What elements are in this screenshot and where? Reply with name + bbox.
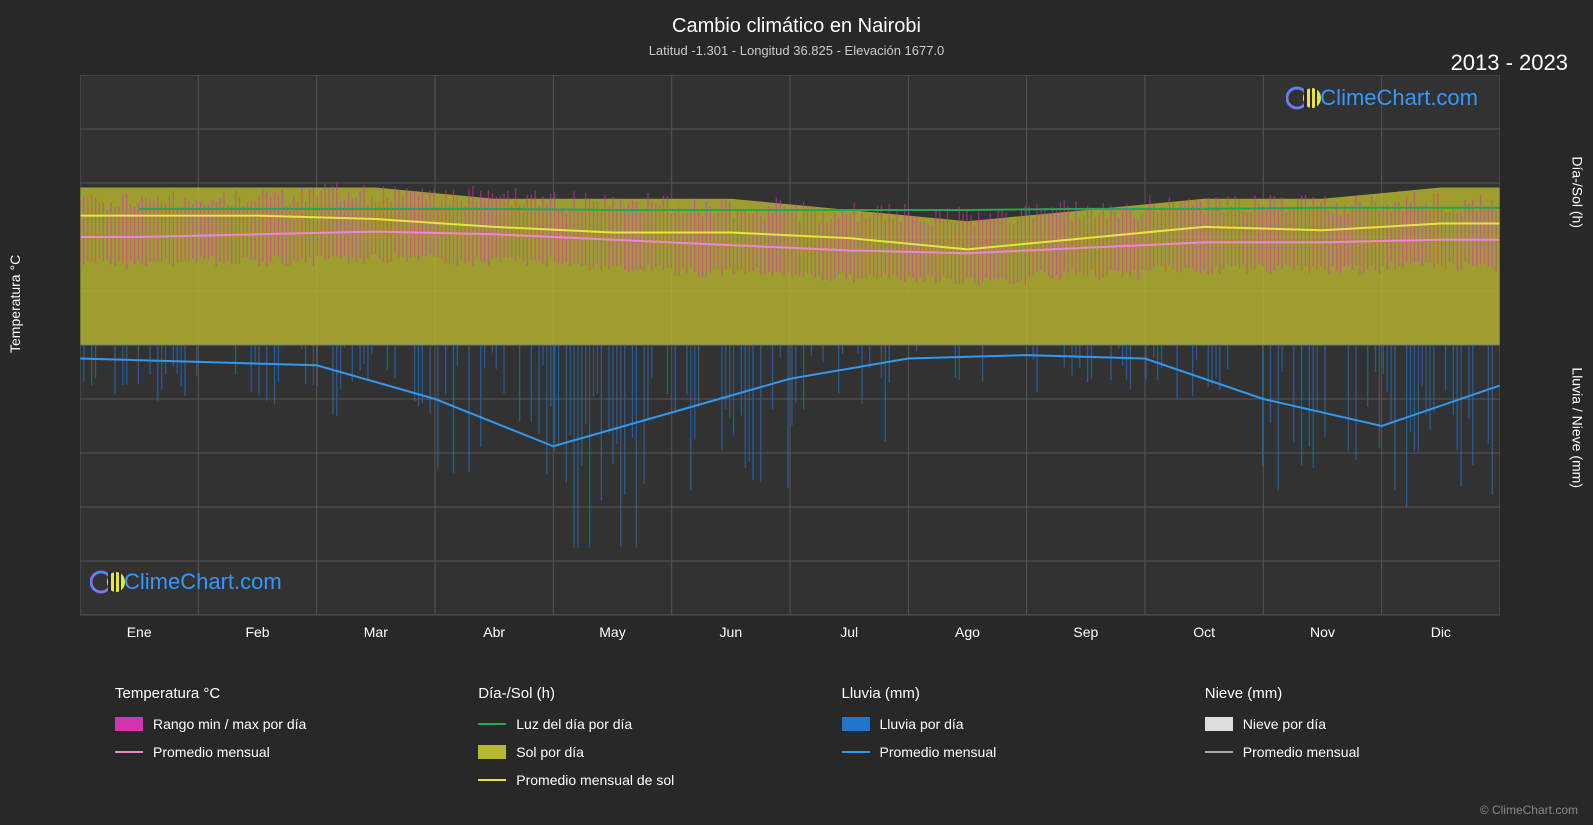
- logo-icon: [90, 569, 116, 595]
- legend-group-title: Día-/Sol (h): [478, 685, 811, 702]
- legend-group-title: Nieve (mm): [1205, 685, 1538, 702]
- legend-item: Nieve por día: [1205, 716, 1538, 732]
- legend-group-title: Lluvia (mm): [842, 685, 1175, 702]
- legend-group: Día-/Sol (h) Luz del día por día Sol por d…: [463, 680, 826, 805]
- y-axis-right-top-label: Día-/Sol (h): [1570, 156, 1586, 228]
- legend-label: Nieve por día: [1243, 716, 1326, 732]
- legend-item: Promedio mensual: [842, 744, 1175, 760]
- y-axis-left-label: Temperatura °C: [7, 255, 23, 353]
- watermark-text: ClimeChart.com: [124, 569, 282, 595]
- logo-icon: [1286, 85, 1312, 111]
- legend-label: Promedio mensual: [1243, 744, 1360, 760]
- svg-text:Jul: Jul: [840, 624, 858, 640]
- legend-label: Promedio mensual: [153, 744, 270, 760]
- legend-label: Promedio mensual: [880, 744, 997, 760]
- legend-group: Nieve (mm) Nieve por día Promedio mensual: [1190, 680, 1553, 805]
- legend-swatch: [115, 717, 143, 731]
- chart-svg: -50-40-30-20-1001020304050EneFebMarAbrMa…: [80, 75, 1500, 655]
- watermark-top: ClimeChart.com: [1286, 85, 1478, 111]
- svg-text:Abr: Abr: [483, 624, 505, 640]
- plot-area: -50-40-30-20-1001020304050EneFebMarAbrMa…: [80, 75, 1500, 615]
- legend-item: Rango min / max por día: [115, 716, 448, 732]
- svg-text:Oct: Oct: [1193, 624, 1215, 640]
- legend-label: Promedio mensual de sol: [516, 772, 674, 788]
- legend-swatch: [478, 723, 506, 725]
- svg-text:Feb: Feb: [245, 624, 269, 640]
- year-range-label: 2013 - 2023: [1451, 50, 1568, 76]
- legend-label: Sol por día: [516, 744, 584, 760]
- legend-item: Luz del día por día: [478, 716, 811, 732]
- watermark-bottom: ClimeChart.com: [90, 569, 282, 595]
- svg-text:Sep: Sep: [1073, 624, 1098, 640]
- y-axis-right-bottom-label: Lluvia / Nieve (mm): [1570, 367, 1586, 488]
- legend-swatch: [1205, 717, 1233, 731]
- legend-label: Rango min / max por día: [153, 716, 306, 732]
- legend-item: Lluvia por día: [842, 716, 1175, 732]
- legend-group-title: Temperatura °C: [115, 685, 448, 702]
- legend-item: Sol por día: [478, 744, 811, 760]
- copyright: © ClimeChart.com: [1480, 803, 1578, 817]
- legend-item: Promedio mensual: [115, 744, 448, 760]
- svg-text:Ago: Ago: [955, 624, 980, 640]
- legend-swatch: [115, 751, 143, 753]
- watermark-text: ClimeChart.com: [1320, 85, 1478, 111]
- legend-swatch: [842, 751, 870, 753]
- svg-text:Mar: Mar: [364, 624, 388, 640]
- chart-title: Cambio climático en Nairobi: [0, 0, 1593, 38]
- legend-swatch: [478, 779, 506, 781]
- legend-label: Lluvia por día: [880, 716, 964, 732]
- svg-text:Ene: Ene: [127, 624, 152, 640]
- legend-swatch: [842, 717, 870, 731]
- legend-item: Promedio mensual: [1205, 744, 1538, 760]
- legend-label: Luz del día por día: [516, 716, 632, 732]
- chart-subtitle: Latitud -1.301 - Longitud 36.825 - Eleva…: [0, 38, 1593, 58]
- svg-text:Dic: Dic: [1431, 624, 1451, 640]
- svg-text:May: May: [599, 624, 625, 640]
- legend-group: Temperatura °C Rango min / max por día Pro…: [100, 680, 463, 805]
- chart-container: Cambio climático en Nairobi Latitud -1.3…: [0, 0, 1593, 825]
- svg-text:Jun: Jun: [720, 624, 743, 640]
- svg-text:Nov: Nov: [1310, 624, 1335, 640]
- legend: Temperatura °C Rango min / max por día Pro…: [100, 680, 1553, 805]
- legend-item: Promedio mensual de sol: [478, 772, 811, 788]
- legend-swatch: [1205, 751, 1233, 753]
- legend-group: Lluvia (mm) Lluvia por día Promedio mensua…: [827, 680, 1190, 805]
- legend-swatch: [478, 745, 506, 759]
